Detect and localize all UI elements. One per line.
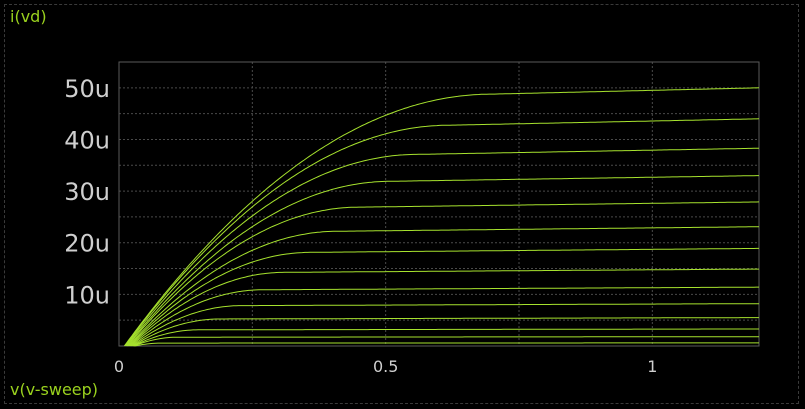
- x-axis-label: v(v-sweep): [10, 380, 99, 399]
- y-tick-label: 10u: [64, 281, 110, 309]
- curves: [123, 87, 760, 347]
- y-tick-label: 50u: [64, 75, 110, 103]
- x-ticks: 0 0.5 1: [114, 357, 658, 376]
- series-line: [133, 336, 759, 347]
- x-tick-label: 1: [647, 357, 657, 376]
- series-line: [123, 87, 760, 347]
- series-line: [128, 247, 759, 347]
- grid: [118, 62, 759, 346]
- series-line: [125, 147, 760, 347]
- y-tick-label: 30u: [64, 178, 110, 206]
- x-tick-label: 0.5: [373, 357, 398, 376]
- x-tick-label: 0: [114, 357, 124, 376]
- y-ticks: 10u 20u 30u 40u 50u: [64, 75, 110, 310]
- series-line: [127, 201, 760, 347]
- plot-area: [118, 61, 760, 347]
- y-tick-label: 40u: [64, 126, 110, 154]
- series-line: [126, 175, 759, 347]
- y-axis-label: i(vd): [10, 7, 47, 26]
- series-line: [134, 342, 759, 347]
- series-line: [132, 328, 759, 347]
- y-tick-label: 20u: [64, 230, 110, 258]
- series-line: [132, 317, 759, 347]
- plot-border: [118, 61, 760, 347]
- series-line: [129, 268, 759, 347]
- series-line: [130, 286, 759, 347]
- series-line: [127, 226, 759, 347]
- series-line: [131, 303, 759, 347]
- series-line: [124, 118, 760, 347]
- plot-frame: [4, 4, 799, 404]
